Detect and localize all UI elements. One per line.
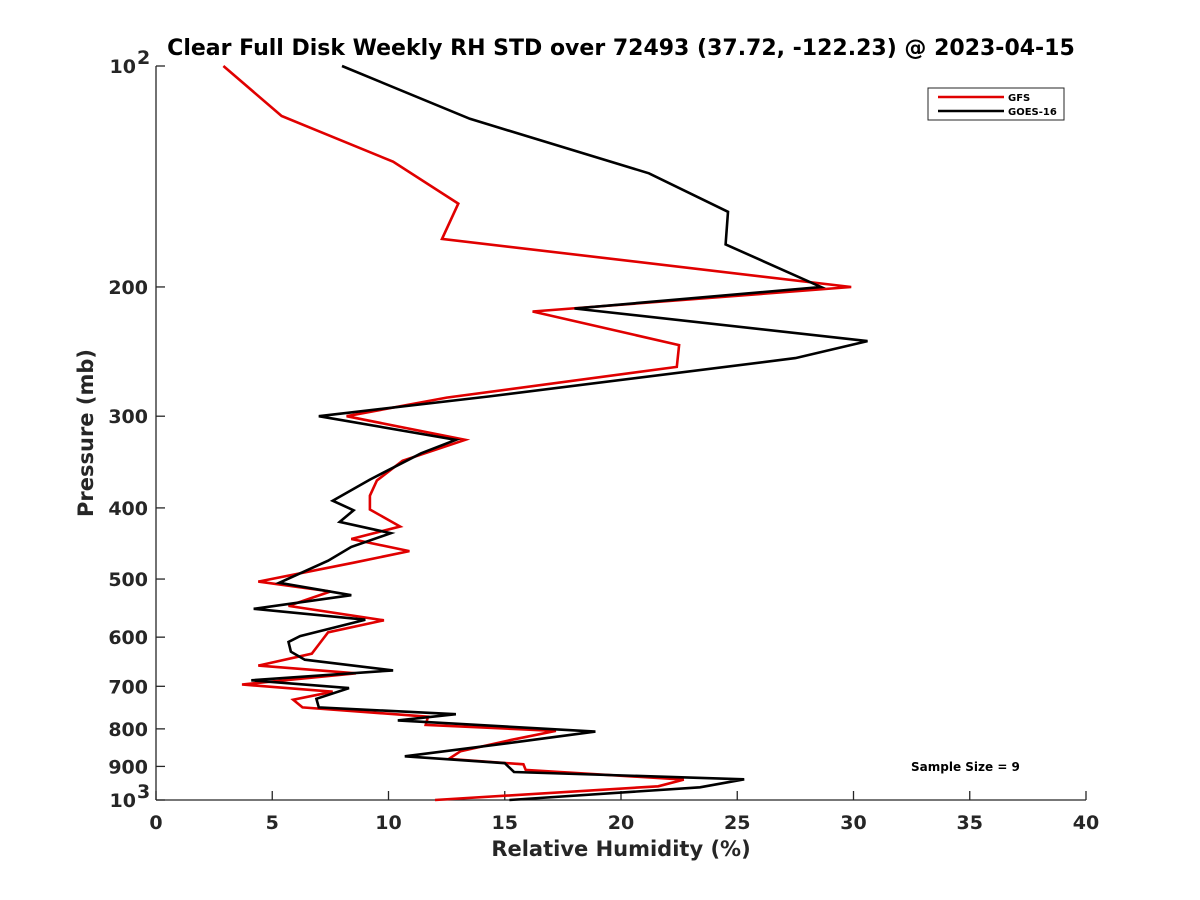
x-tick-label-3: 15 — [492, 812, 518, 834]
y-tick-label-8: 900 — [108, 756, 148, 778]
x-ticks: 0 5 10 15 20 25 30 35 40 — [149, 791, 1099, 834]
y-tick-label-5: 600 — [108, 627, 148, 649]
x-tick-label-5: 25 — [724, 812, 750, 834]
legend-box — [927, 87, 1065, 121]
y-tick-label-9: 10 — [110, 790, 136, 812]
x-tick-label-0: 0 — [149, 812, 162, 834]
x-tick-label-4: 20 — [608, 812, 634, 834]
x-axis-label: Relative Humidity (%) — [491, 837, 750, 861]
x-tick-label-7: 35 — [957, 812, 983, 834]
series-line-goes16 — [251, 64, 868, 802]
y-tick-label-3: 400 — [108, 498, 148, 520]
series-layer — [222, 64, 868, 802]
y-tick-label-6: 700 — [108, 676, 148, 698]
legend-label-goes16: GOES-16 — [1008, 107, 1057, 118]
legend: GFS GOES-16 — [927, 87, 1065, 121]
x-tick-label-8: 40 — [1073, 812, 1099, 834]
y-tick-label-4: 500 — [108, 569, 148, 591]
series-line-gfs — [222, 65, 852, 802]
x-tick-label-2: 10 — [375, 812, 401, 834]
x-tick-label-6: 30 — [840, 812, 866, 834]
y-axis-label: Pressure (mb) — [74, 349, 98, 517]
y-tick-exponent-9: 3 — [137, 781, 150, 803]
y-tick-label-2: 300 — [108, 406, 148, 428]
y-tick-label-1: 200 — [108, 277, 148, 299]
y-tick-exponent-0: 2 — [137, 47, 150, 69]
sample-size-annotation: Sample Size = 9 — [911, 760, 1020, 774]
chart-title: Clear Full Disk Weekly RH STD over 72493… — [167, 36, 1075, 61]
y-tick-label-0: 10 — [110, 56, 136, 78]
y-tick-label-7: 800 — [108, 719, 148, 741]
x-tick-label-1: 5 — [266, 812, 279, 834]
legend-label-gfs: GFS — [1008, 93, 1030, 104]
